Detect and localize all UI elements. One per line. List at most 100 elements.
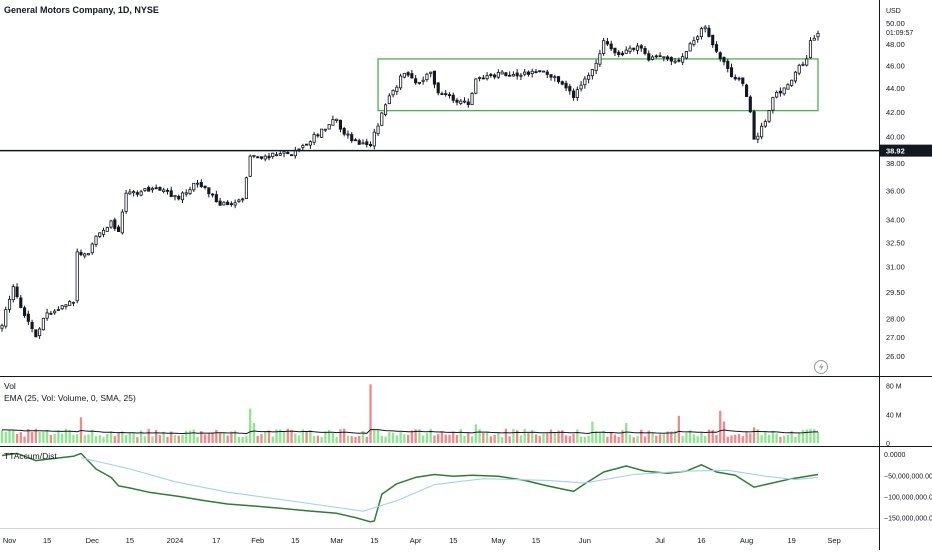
candle	[481, 74, 485, 80]
volume-bar	[339, 429, 342, 443]
candle	[45, 308, 49, 321]
volume-bar	[749, 433, 752, 443]
candle	[158, 186, 162, 191]
volume-bar	[685, 432, 688, 443]
candle	[436, 82, 440, 96]
candle	[218, 197, 222, 206]
volume-bar	[350, 436, 353, 443]
currency-label[interactable]: USD	[886, 8, 901, 15]
candle	[726, 58, 730, 73]
volume-bar	[162, 431, 165, 443]
volume-label[interactable]: Vol	[4, 381, 16, 391]
price-tick-label: 32.50	[886, 238, 905, 247]
candle	[169, 186, 173, 198]
candle	[286, 151, 290, 155]
volume-bar	[598, 432, 602, 443]
candle	[669, 56, 673, 66]
candle	[778, 87, 782, 97]
candle	[406, 71, 410, 78]
candle	[549, 74, 553, 81]
accum-dist-label[interactable]: TTAccum/Dist	[4, 451, 57, 461]
candle	[744, 83, 749, 98]
accum-tick-label: −50,000,000.00	[884, 473, 932, 480]
volume-bar	[741, 436, 744, 443]
price-axis[interactable]: 48.00 46.00 44.00 42.00 40.00 38.00 36.00 34.00…	[886, 40, 905, 361]
candle	[790, 79, 794, 87]
volume-bar	[610, 431, 613, 443]
time-axis[interactable]: Nov 15 Dec 15 2024 17 Feb 15 Mar 15 Apr 15 May 15 Jun J…	[3, 536, 841, 545]
volume-bar	[200, 431, 203, 443]
volume-bar	[38, 431, 41, 443]
volume-bar	[109, 431, 113, 443]
volume-bar	[519, 435, 523, 443]
candle	[83, 252, 87, 259]
candle	[504, 71, 508, 77]
lightning-icon[interactable]	[814, 360, 828, 374]
candle	[775, 90, 779, 99]
volume-bar	[106, 433, 109, 443]
volume-bar	[798, 432, 801, 443]
accum-axis[interactable]: 0.0000 −50,000,000.00 −100,000,000.00 −150,…	[884, 452, 932, 522]
volume-bar	[688, 430, 692, 443]
volume-bar	[8, 430, 11, 443]
volume-bar	[467, 433, 470, 443]
candle	[797, 63, 801, 76]
candle	[553, 74, 557, 82]
candle	[538, 70, 542, 73]
volume-bar	[805, 429, 808, 443]
candle	[620, 51, 625, 57]
chart-title[interactable]: General Motors Company, 1D, NYSE	[4, 5, 159, 15]
price-tick-label: 29.50	[886, 288, 905, 297]
volume-bar	[553, 432, 556, 443]
volume-bar	[113, 436, 116, 443]
volume-bar	[173, 434, 177, 443]
price-tick-label: 26.00	[886, 352, 905, 361]
volume-bar	[527, 433, 530, 443]
candle	[53, 309, 57, 315]
candle	[278, 151, 282, 156]
volume-bar	[121, 431, 124, 443]
candle	[421, 76, 425, 85]
candle	[49, 310, 53, 315]
volume-ema-label[interactable]: EMA (25, Vol: Volume, 0, SMA, 25)	[4, 393, 136, 403]
volume-bar	[136, 437, 139, 443]
candle	[105, 226, 109, 232]
candle	[7, 295, 12, 313]
volume-bar	[354, 436, 357, 443]
volume-bar	[177, 435, 180, 443]
range-box[interactable]	[377, 58, 819, 112]
accum-tick-label: −150,000,000.00	[884, 516, 932, 523]
volume-bar	[170, 431, 173, 443]
volume-bar	[53, 434, 56, 443]
volume-bar	[737, 433, 741, 443]
candle	[301, 143, 305, 151]
volume-bar	[516, 430, 519, 443]
volume-axis[interactable]: 80 M 40 M 0	[886, 384, 902, 448]
candle	[519, 72, 523, 80]
volume-bar	[440, 431, 444, 443]
volume-bar	[752, 427, 756, 443]
candle	[711, 34, 715, 48]
candle	[188, 186, 192, 196]
volume-bar	[324, 431, 327, 443]
volume-bar	[497, 432, 500, 443]
candle	[643, 46, 647, 56]
volume-bar	[489, 436, 493, 443]
candle	[101, 227, 106, 238]
volume-bar	[346, 435, 350, 443]
volume-bar	[45, 430, 49, 443]
volume-bar	[448, 434, 451, 443]
candle	[511, 71, 515, 77]
candle	[41, 317, 45, 331]
candle	[30, 319, 34, 333]
candle	[598, 49, 602, 67]
volume-bar	[158, 435, 162, 443]
volume-bar	[260, 434, 263, 443]
candle	[184, 189, 188, 197]
candle	[812, 35, 816, 41]
horizontal-line-price-label: 38.92	[886, 147, 905, 156]
volume-bar	[651, 432, 654, 443]
candle	[98, 232, 102, 239]
volume-bar	[147, 428, 150, 443]
